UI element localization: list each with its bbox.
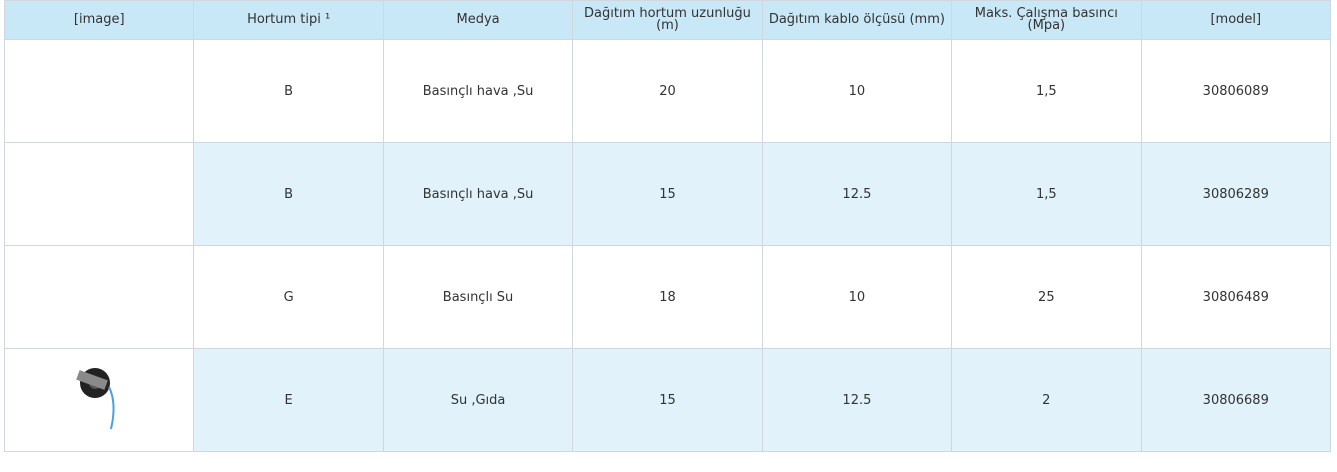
table-cell: 30806689 xyxy=(1141,349,1330,452)
table-cell: Basınçlı Su xyxy=(383,246,572,349)
table-cell: 12.5 xyxy=(762,143,951,246)
table-cell: 25 xyxy=(952,246,1141,349)
table-cell: 30806289 xyxy=(1141,143,1330,246)
header-row: [image] Hortum tipi ¹ Medya Dağıtım hort… xyxy=(5,1,1331,40)
table-cell: 10 xyxy=(762,246,951,349)
table-cell: B xyxy=(194,40,383,143)
table-cell: G xyxy=(194,246,383,349)
image-cell xyxy=(5,246,194,349)
table-cell: 12.5 xyxy=(762,349,951,452)
table-cell: 1,5 xyxy=(952,143,1141,246)
header-cell: [model] xyxy=(1141,1,1330,40)
table-cell: 1,5 xyxy=(952,40,1141,143)
image-cell xyxy=(5,40,194,143)
table-cell: E xyxy=(194,349,383,452)
table-cell: Su ,Gıda xyxy=(383,349,572,452)
table-cell: 10 xyxy=(762,40,951,143)
table-cell: 20 xyxy=(573,40,762,143)
table-cell: 2 xyxy=(952,349,1141,452)
table-cell: B xyxy=(194,143,383,246)
header-cell: [image] xyxy=(5,1,194,40)
header-cell: Dağıtım hortum uzunluğu (m) xyxy=(573,1,762,40)
header-cell: Hortum tipi ¹ xyxy=(194,1,383,40)
hose-reel-image xyxy=(69,363,129,433)
header-cell: Dağıtım kablo ölçüsü (mm) xyxy=(762,1,951,40)
table-cell: 15 xyxy=(573,143,762,246)
table-cell: Basınçlı hava ,Su xyxy=(383,143,572,246)
header-cell: Medya xyxy=(383,1,572,40)
table-cell: 30806489 xyxy=(1141,246,1330,349)
image-cell xyxy=(5,349,194,452)
table-cell: 30806089 xyxy=(1141,40,1330,143)
table-cell: Basınçlı hava ,Su xyxy=(383,40,572,143)
header-cell: Maks. Çalışma basıncı (Mpa) xyxy=(952,1,1141,40)
table-cell: 18 xyxy=(573,246,762,349)
product-table: [image] Hortum tipi ¹ Medya Dağıtım hort… xyxy=(4,0,1331,452)
page: [image] Hortum tipi ¹ Medya Dağıtım hort… xyxy=(0,0,1337,472)
table-cell: 15 xyxy=(573,349,762,452)
image-cell xyxy=(5,143,194,246)
